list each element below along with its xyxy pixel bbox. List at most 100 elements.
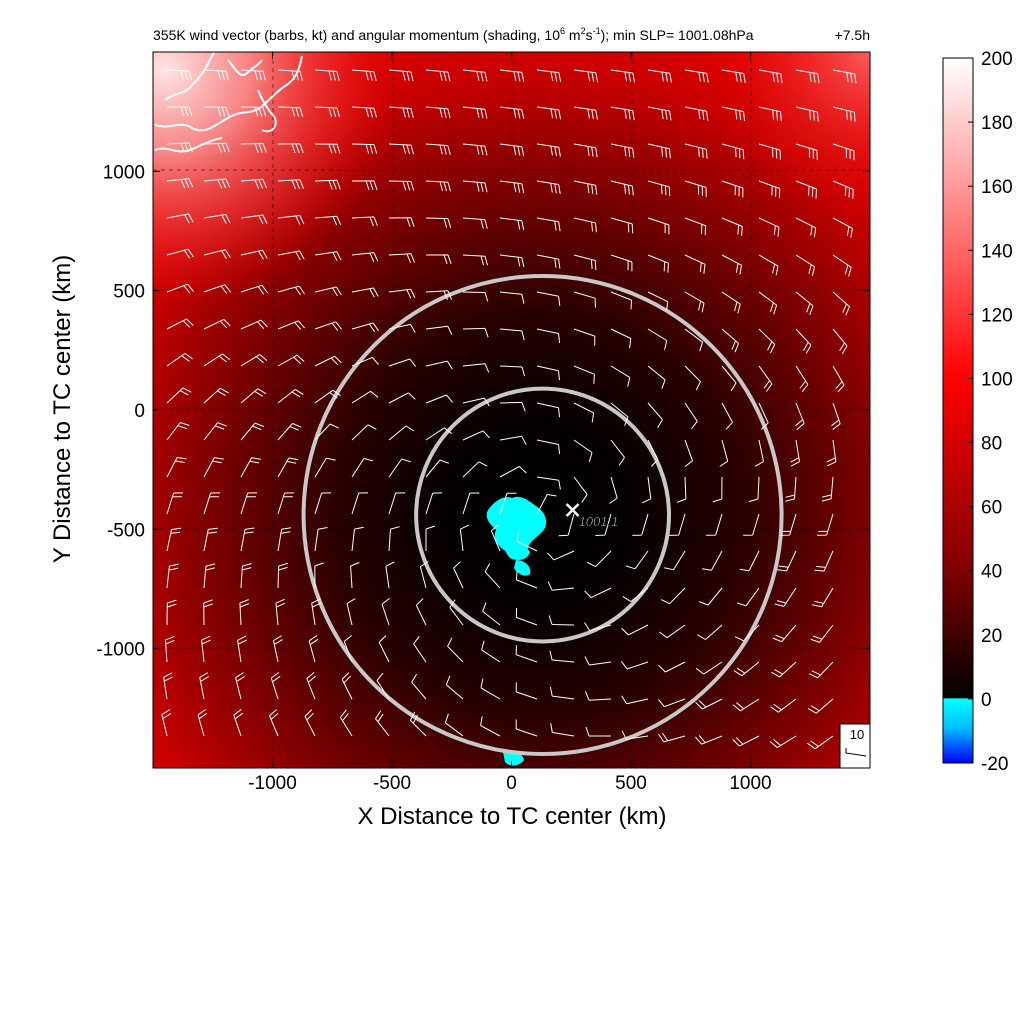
wind-barb <box>669 513 686 536</box>
wind-barb <box>351 69 377 82</box>
plot-area: 1001.1 10 <box>153 52 870 768</box>
wind-barb <box>625 550 649 570</box>
wind-barb <box>314 355 342 367</box>
y-tick-label: -1000 <box>96 640 145 661</box>
wind-barb <box>425 143 451 155</box>
wind-barb <box>240 492 258 515</box>
y-axis-title: Y Distance to TC center (km) <box>49 255 76 564</box>
colorbar-tick-label: 100 <box>981 369 1013 390</box>
wind-barb <box>277 388 304 404</box>
wind-barb <box>684 69 709 83</box>
wind-barb <box>721 402 733 430</box>
wind-barb <box>831 402 841 430</box>
wind-barb <box>166 283 194 294</box>
wind-barb <box>610 106 635 121</box>
wind-barb <box>584 622 612 632</box>
wind-barb <box>817 513 834 536</box>
wind-barb <box>721 365 737 392</box>
wind-barb <box>558 513 575 537</box>
wind-barb <box>240 457 261 478</box>
wind-barb <box>770 698 797 713</box>
wind-barb <box>676 476 687 503</box>
wind-barb <box>536 254 561 269</box>
wind-barb <box>411 673 427 700</box>
wind-barb <box>314 527 328 552</box>
wind-barb <box>425 492 443 515</box>
wind-barb <box>774 587 797 607</box>
wind-barb <box>314 215 342 226</box>
y-tick-label: 0 <box>134 401 145 422</box>
wind-barb <box>240 563 252 589</box>
wind-barb <box>584 587 612 599</box>
wind-barb <box>447 637 464 663</box>
wind-barb <box>549 650 575 663</box>
wind-barb <box>499 106 525 120</box>
wind-barb <box>658 661 686 673</box>
wind-barb <box>163 672 173 700</box>
wind-barb <box>647 143 671 159</box>
wind-barb <box>647 328 668 350</box>
wind-barb <box>684 180 707 197</box>
wind-barb <box>388 143 414 155</box>
wind-barb <box>721 254 742 275</box>
wind-barb <box>425 427 453 441</box>
wind-barb <box>166 142 193 153</box>
wind-barb <box>385 561 395 589</box>
wind-barb <box>314 106 341 118</box>
wind-barb <box>166 387 192 404</box>
wind-barb <box>378 635 390 663</box>
wind-barb <box>826 439 837 467</box>
wind-barb <box>445 675 464 700</box>
wind-barb <box>499 466 527 478</box>
wind-barb <box>622 587 649 603</box>
wind-barb <box>166 352 193 367</box>
wind-barb <box>499 143 525 157</box>
wind-barb <box>795 217 817 238</box>
wind-barb <box>425 217 452 228</box>
wind-barb <box>351 492 369 515</box>
wind-barb <box>351 180 378 191</box>
wind-barb <box>732 698 760 712</box>
wind-barb <box>425 254 452 265</box>
wind-barb <box>481 640 501 663</box>
wind-barb <box>462 291 489 302</box>
wind-barb <box>732 735 760 747</box>
wind-barb <box>314 179 341 190</box>
wind-barb <box>314 562 324 589</box>
wind-barb <box>621 730 649 740</box>
wind-barb <box>277 492 295 515</box>
wind-barb <box>239 599 250 626</box>
wind-barb <box>197 709 208 737</box>
wind-barb <box>743 513 760 536</box>
wind-barb <box>388 392 416 404</box>
wind-barb <box>573 439 593 462</box>
wind-barb <box>203 492 221 515</box>
wind-barb <box>304 709 316 737</box>
colorbar-gradient <box>942 57 974 764</box>
wind-barb <box>388 106 414 118</box>
wind-barb <box>203 599 213 626</box>
wind-barb <box>515 607 538 626</box>
wind-barb <box>462 106 488 119</box>
colorbar-tick-label: 200 <box>981 49 1013 70</box>
wind-barb <box>425 394 453 404</box>
wind-barb <box>161 709 172 737</box>
wind-barb <box>235 672 245 700</box>
wind-barb <box>166 106 193 117</box>
wind-barb <box>462 430 490 441</box>
wind-barb <box>832 254 852 277</box>
wind-barb <box>166 178 194 189</box>
ring-outer <box>301 274 784 757</box>
wind-barb <box>772 624 797 643</box>
wind-barb <box>621 661 649 670</box>
wind-barb <box>595 513 612 536</box>
wind-barb <box>739 550 760 572</box>
wind-barb <box>719 439 729 467</box>
wind-barb <box>550 723 575 737</box>
wind-barb <box>388 425 415 441</box>
wind-barb <box>314 143 341 154</box>
wind-barb <box>351 143 378 154</box>
wind-barb <box>240 143 267 153</box>
x-tick-label: 500 <box>615 773 647 794</box>
